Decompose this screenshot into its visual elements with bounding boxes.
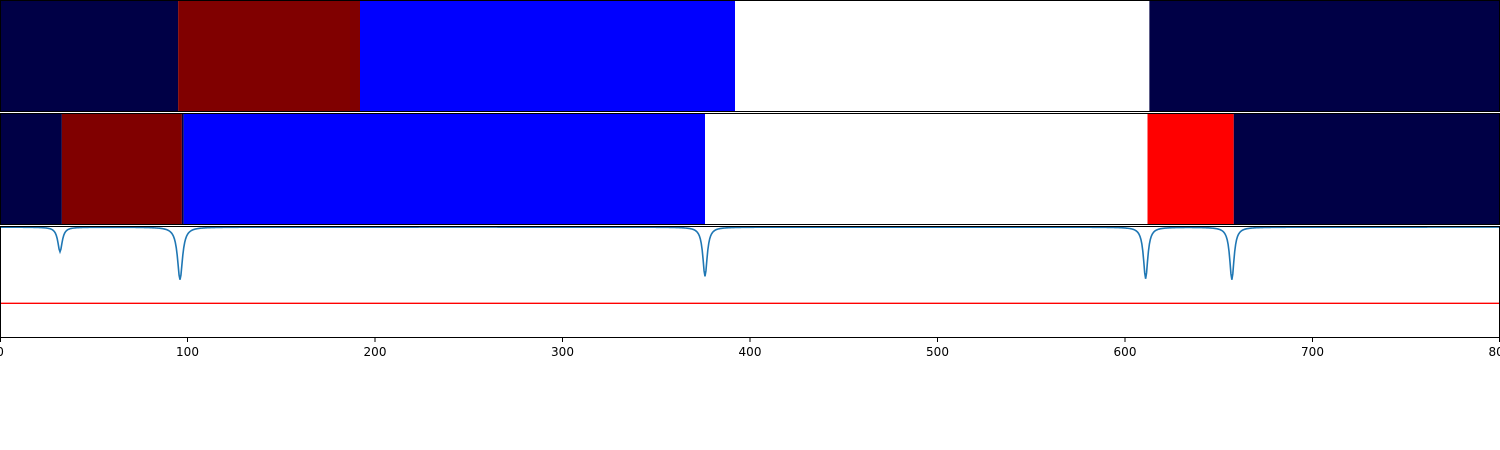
signal-frame (0, 226, 1500, 338)
segment-0-2 (360, 0, 735, 112)
x-tick-label-5: 500 (926, 345, 949, 359)
signal-panel (0, 226, 1500, 338)
segment-1-6 (1233, 113, 1500, 225)
x-tick-label-7: 700 (1301, 345, 1324, 359)
x-tick-label-3: 300 (551, 345, 574, 359)
segment-row-bottom (0, 113, 1500, 225)
x-tick-label-8: 800 (1489, 345, 1500, 359)
segment-0-4 (1149, 0, 1500, 112)
signal-line (0, 226, 1500, 280)
x-tick-label-1: 100 (176, 345, 199, 359)
x-tick-label-4: 400 (739, 345, 762, 359)
segment-0-1 (178, 0, 360, 112)
x-tick-label-6: 600 (1114, 345, 1137, 359)
x-tick-label-2: 200 (364, 345, 387, 359)
segment-1-0 (0, 113, 62, 225)
segment-1-3 (183, 113, 705, 225)
segment-1-1 (61, 113, 182, 225)
segment-0-0 (0, 0, 179, 112)
segment-1-2 (181, 113, 184, 225)
segment-1-4 (705, 113, 1148, 225)
segment-row-top (0, 0, 1500, 112)
x-axis: 0 100 200 300 400 500 600 700 800 (0, 338, 1500, 359)
segment-0-3 (735, 0, 1150, 112)
x-tick-label-0: 0 (0, 345, 4, 359)
segment-1-5 (1147, 113, 1234, 225)
